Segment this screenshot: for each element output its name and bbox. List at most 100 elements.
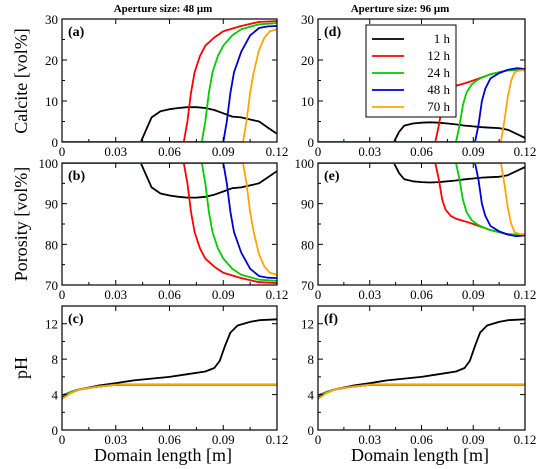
legend-label-12h: 12 h <box>427 48 450 63</box>
y-tick-label-b: 70 <box>45 278 58 293</box>
panel-letter-c: (c) <box>68 312 84 327</box>
series-line-d-24h <box>318 68 525 142</box>
series-group-f <box>318 318 525 400</box>
y-tick-label-f: 4 <box>308 388 315 403</box>
x-tick-label-b: 0.12 <box>266 287 289 302</box>
series-line-e-24h <box>318 163 525 236</box>
x-tick-label-a: 0.09 <box>212 144 235 159</box>
panel-letter-e: (e) <box>324 169 340 184</box>
x-tick-label-e: 0 <box>315 287 322 302</box>
x-tick-label-e: 0.03 <box>358 287 381 302</box>
y-tick-label-d: 30 <box>301 12 314 27</box>
legend-label-70h: 70 h <box>427 99 450 114</box>
series-group-a <box>62 20 277 142</box>
x-tick-label-f: 0.03 <box>358 432 381 447</box>
legend-label-1h: 1 h <box>434 31 451 46</box>
x-tick-label-f: 0.06 <box>410 432 433 447</box>
y-tick-label-b: 90 <box>45 197 58 212</box>
panel-letter-d: (d) <box>324 25 341 40</box>
y-tick-label-e: 80 <box>301 237 314 252</box>
y-tick-label-c: 0 <box>52 423 59 438</box>
series-line-b-48h <box>62 163 277 279</box>
y-tick-label-c: 12 <box>45 317 58 332</box>
x-tick-label-b: 0.03 <box>104 287 127 302</box>
x-tick-label-d: 0.09 <box>462 144 485 159</box>
panel-letter-f: (f) <box>324 312 338 327</box>
y-tick-label-b: 80 <box>45 237 58 252</box>
x-tick-label-d: 0.06 <box>410 144 433 159</box>
panel-f: 0 0.03 0.06 0.09 0.12 0 4 8 12 (f) <box>301 305 537 447</box>
series-line-b-70h <box>62 163 277 276</box>
x-tick-label-c: 0.03 <box>104 432 127 447</box>
y-tick-label-a: 0 <box>52 135 59 150</box>
y-tick-label-a: 30 <box>45 12 58 27</box>
series-group-e <box>318 163 525 238</box>
x-tick-label-b: 0 <box>59 287 66 302</box>
series-line-e-48h <box>318 163 525 238</box>
series-line-c-70h <box>62 383 277 400</box>
x-tick-label-f: 0.12 <box>514 432 537 447</box>
x-tick-label-c: 0 <box>59 432 66 447</box>
y-tick-label-d: 10 <box>301 94 314 109</box>
y-tick-label-b: 100 <box>39 156 59 171</box>
plot-frame-f <box>317 305 526 431</box>
series-group-b <box>62 163 277 284</box>
series-line-d-1h <box>318 121 525 142</box>
legend-d: 1 h 12 h 24 h 48 h 70 h <box>365 24 457 118</box>
panels-layer: 0 0.03 0.06 0.09 0.12 0 10 20 30 (a) 0 0.03 0.06 0.09… <box>39 12 537 447</box>
x-tick-label-a: 0.06 <box>158 144 181 159</box>
y-tick-label-e: 70 <box>301 278 314 293</box>
y-tick-label-d: 20 <box>301 53 314 68</box>
column-title-right: Aperture size: 96 μm <box>351 3 450 15</box>
panel-b: 0 0.03 0.06 0.09 0.12 70 80 90 100 (b) <box>39 156 289 302</box>
legend-label-24h: 24 h <box>427 65 450 80</box>
x-tick-label-d: 0.03 <box>358 144 381 159</box>
y-tick-label-c: 8 <box>52 352 59 367</box>
x-tick-label-b: 0.06 <box>158 287 181 302</box>
x-tick-label-e: 0.12 <box>514 287 537 302</box>
x-tick-label-c: 0.09 <box>212 432 235 447</box>
y-axis-label-porosity: Porosity [vol%] <box>11 167 31 282</box>
series-group-c <box>62 318 277 400</box>
x-tick-label-f: 0.09 <box>462 432 485 447</box>
y-tick-label-e: 100 <box>295 156 315 171</box>
series-line-b-12h <box>62 163 277 284</box>
series-group-d <box>318 67 525 142</box>
series-line-a-24h <box>62 22 277 142</box>
series-line-d-70h <box>318 69 525 142</box>
y-tick-label-e: 90 <box>301 197 314 212</box>
plot-frame-c <box>61 305 278 431</box>
series-line-d-48h <box>318 67 525 142</box>
panel-c: 0 0.03 0.06 0.09 0.12 0 4 8 12 (c) <box>45 305 289 447</box>
panel-a: 0 0.03 0.06 0.09 0.12 0 10 20 30 (a) <box>45 12 288 159</box>
series-line-e-12h <box>318 163 525 236</box>
legend-label-48h: 48 h <box>427 82 450 97</box>
series-line-e-1h <box>318 163 525 184</box>
x-tick-label-e: 0.09 <box>462 287 485 302</box>
column-title-left: Aperture size: 48 μm <box>114 3 213 15</box>
plot-frame-a <box>61 18 278 143</box>
x-tick-label-e: 0.06 <box>410 287 433 302</box>
series-line-a-48h <box>62 25 277 142</box>
x-axis-label-left: Domain length [m] <box>94 445 232 465</box>
x-tick-label-c: 0.06 <box>158 432 181 447</box>
x-tick-label-a: 0.03 <box>104 144 127 159</box>
panel-letter-b: (b) <box>68 169 85 184</box>
series-line-a-12h <box>62 20 277 142</box>
y-axis-label-ph: pH <box>11 357 31 379</box>
x-axis-label-right: Domain length [m] <box>351 445 489 465</box>
panel-letter-a: (a) <box>68 25 85 40</box>
x-tick-label-d: 0 <box>315 144 322 159</box>
x-tick-label-c: 0.12 <box>266 432 289 447</box>
x-tick-label-a: 0.12 <box>266 144 289 159</box>
series-line-a-70h <box>62 28 277 142</box>
x-tick-label-a: 0 <box>59 144 66 159</box>
x-tick-label-b: 0.09 <box>212 287 235 302</box>
y-tick-label-f: 8 <box>308 352 315 367</box>
x-tick-label-d: 0.12 <box>514 144 537 159</box>
panel-d: 0 0.03 0.06 0.09 0.12 0 10 20 30 (d) 1 h 12 h 24 h 48… <box>301 12 536 159</box>
y-tick-label-a: 20 <box>45 53 58 68</box>
y-tick-label-c: 4 <box>52 388 59 403</box>
plot-frame-b <box>61 162 278 286</box>
y-axis-label-calcite: Calcite [vol%] <box>11 28 31 133</box>
